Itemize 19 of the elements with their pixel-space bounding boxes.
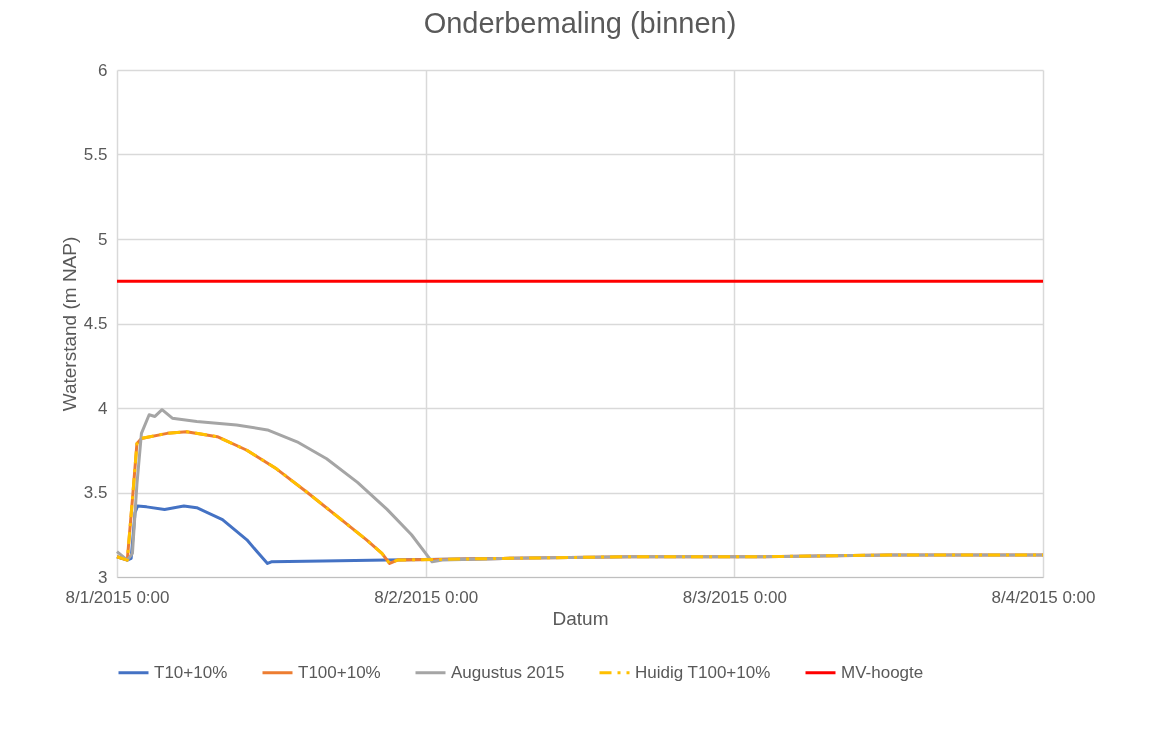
legend-label: T10+10% xyxy=(154,662,228,682)
legend-label: MV-hoogte xyxy=(841,662,924,682)
legend-label: Huidig T100+10% xyxy=(635,662,771,682)
x-tick-label: 8/3/2015 0:00 xyxy=(682,587,787,607)
x-tick-label: 8/2/2015 0:00 xyxy=(374,587,479,607)
legend-label: Augustus 2015 xyxy=(451,662,565,682)
x-axis-title: Datum xyxy=(552,607,609,629)
y-tick-label: 3.5 xyxy=(83,483,108,502)
y-tick-label: 4 xyxy=(98,398,108,418)
legend-label: T100+10% xyxy=(298,662,381,682)
x-tick-label: 8/4/2015 0:00 xyxy=(991,587,1096,607)
x-tick-label: 8/1/2015 0:00 xyxy=(65,587,170,607)
y-tick-label: 3 xyxy=(98,567,108,587)
y-tick-label: 5 xyxy=(98,229,108,249)
y-tick-label: 5.5 xyxy=(83,145,108,164)
y-tick-label: 6 xyxy=(98,60,108,80)
y-tick-label: 4.5 xyxy=(83,314,108,333)
chart-title: Onderbemaling (binnen) xyxy=(423,7,737,39)
y-axis-title: Waterstand (m NAP) xyxy=(58,236,80,412)
